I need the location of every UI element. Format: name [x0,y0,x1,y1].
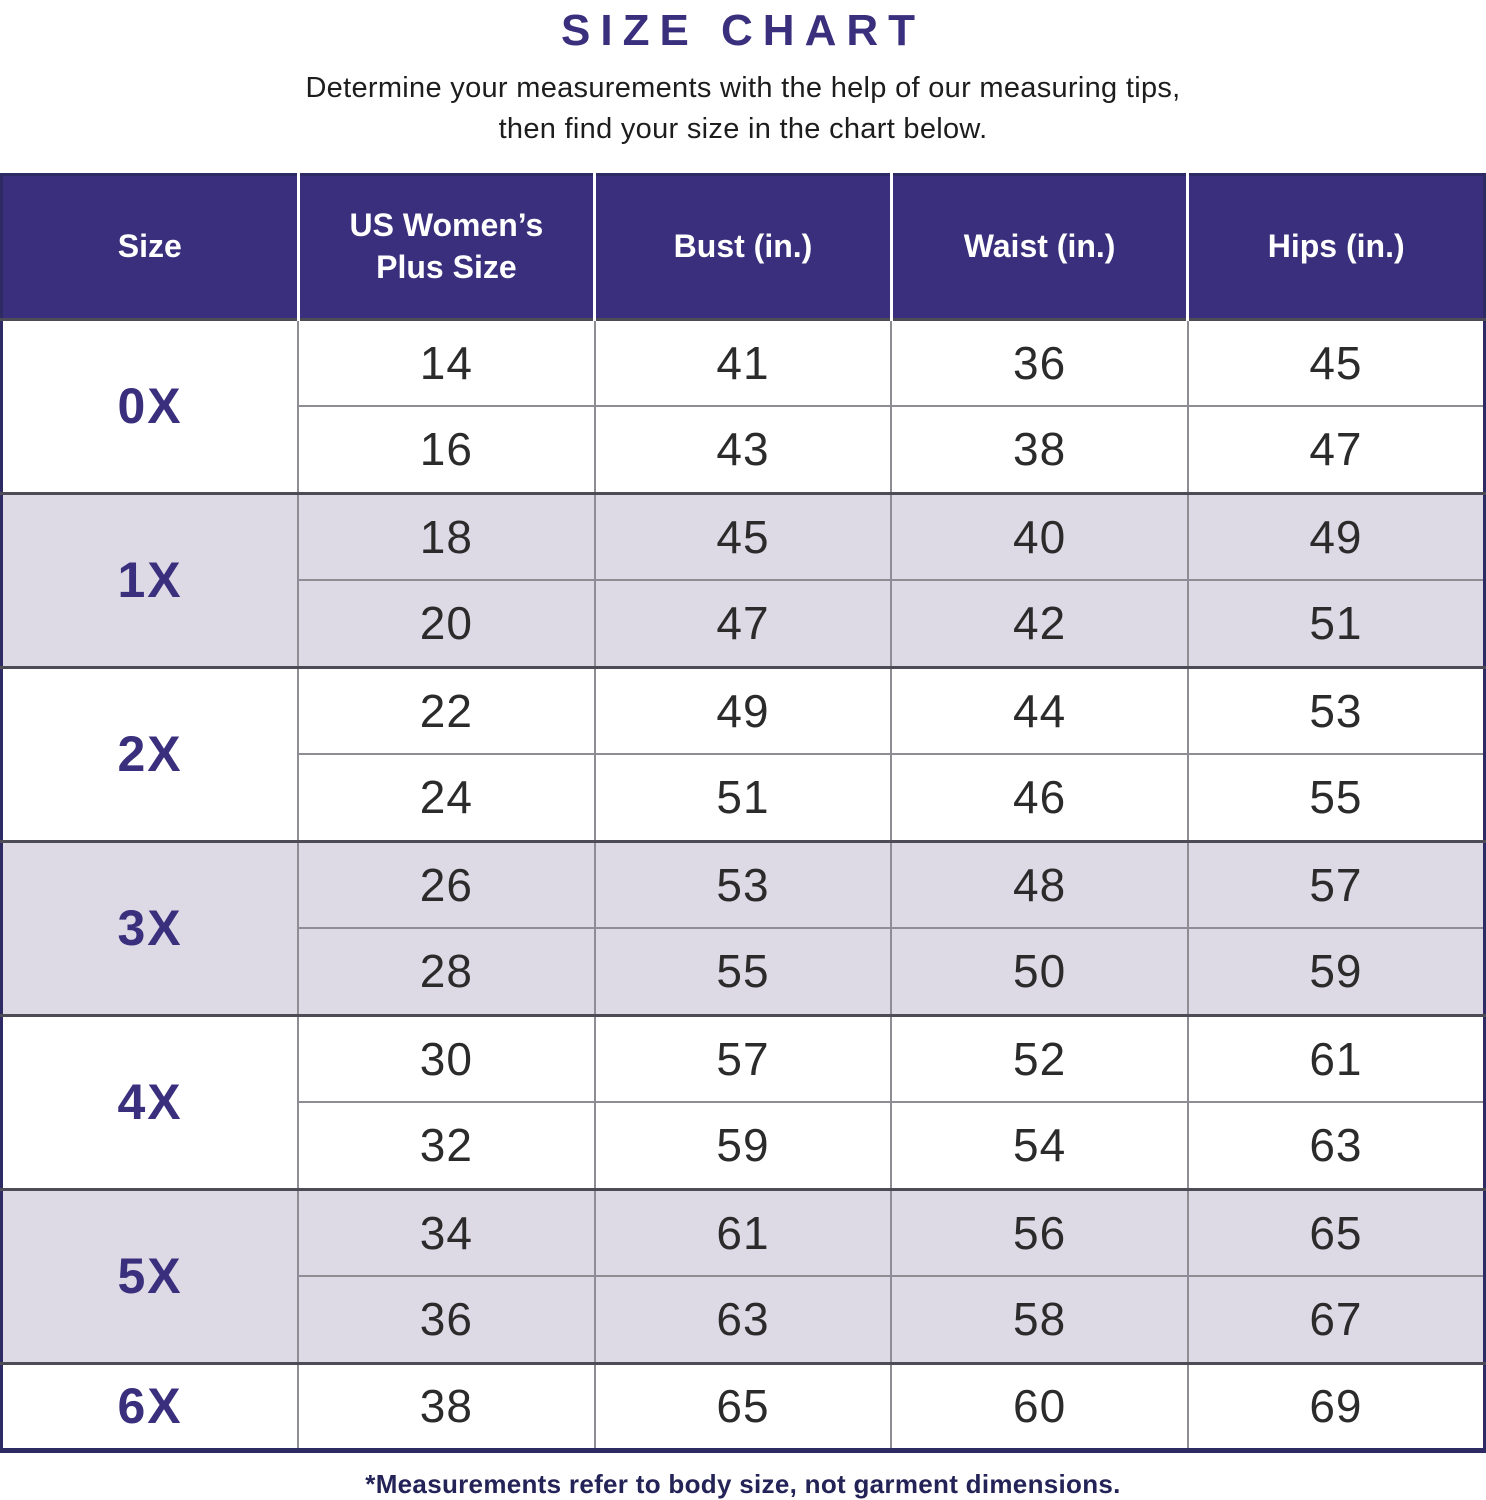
measurement-cell: 40 [890,491,1188,581]
subtitle: Determine your measurements with the hel… [0,68,1486,150]
measurement-cell: 53 [1186,665,1485,755]
measurement-cell: 61 [593,1187,892,1277]
column-header-3: Waist (in.) [889,174,1188,320]
measurement-cell: 49 [593,665,892,755]
table-row: 36 63 58 67 [2,1275,1485,1364]
header-row: Size US Women’s Plus Size Bust (in.) Waist … [1,174,1485,320]
measurement-cell: 59 [593,1101,892,1190]
measurement-cell: 32 [297,1101,595,1190]
subtitle-line-1: Determine your measurements with the hel… [305,72,1181,105]
table-row: 28 55 50 59 [2,927,1485,1016]
table-header: Size US Women’s Plus Size Bust (in.) Waist … [1,174,1485,320]
column-header-4: Hips (in.) [1186,174,1485,320]
measurement-cell: 60 [890,1361,1188,1451]
table-row: 24 51 46 55 [2,753,1485,842]
column-header-1: US Women’s Plus Size [296,174,595,320]
measurement-cell: 61 [1186,1013,1485,1103]
measurement-cell: 56 [890,1187,1188,1277]
measurement-cell: 65 [593,1361,892,1451]
measurement-cell: 57 [1186,839,1485,929]
size-group-label: 2X [1,665,299,842]
measurement-cell: 50 [890,927,1188,1016]
measurement-cell: 65 [1186,1187,1485,1277]
measurement-cell: 59 [1186,927,1485,1016]
measurement-cell: 55 [1186,753,1485,842]
table-row: 2X 22 49 44 53 [1,665,1485,842]
measurement-cell: 36 [890,317,1188,407]
measurement-cell: 43 [593,405,892,494]
table-body: 0X 14 41 36 45 16 43 38 47 1X 18 45 40 49 20 47 42 51 2X 22… [1,317,1485,1451]
measurement-cell: 63 [1186,1101,1485,1190]
measurement-cell: 47 [593,579,892,668]
table-row: 3X 26 53 48 57 [1,839,1485,1016]
measurement-cell: 41 [593,317,892,407]
measurement-cell: 45 [1186,317,1485,407]
size-group-label: 5X [1,1187,299,1364]
size-chart-table: Size US Women’s Plus Size Bust (in.) Waist … [0,172,1486,1453]
measurement-cell: 51 [1186,579,1485,668]
measurement-cell: 22 [297,665,595,755]
measurement-cell: 67 [1186,1275,1485,1364]
measurement-cell: 26 [297,839,595,929]
measurement-cell: 51 [593,753,892,842]
measurement-cell: 63 [593,1275,892,1364]
measurement-cell: 48 [890,839,1188,929]
column-header-2: Bust (in.) [593,174,892,320]
subtitle-line-2: then find your size in the chart below. [498,113,988,146]
measurement-cell: 14 [297,317,595,407]
size-group-label: 1X [1,491,299,668]
measurement-cell: 55 [593,927,892,1016]
table-row: 4X 30 57 52 61 [1,1013,1485,1190]
measurement-cell: 47 [1186,405,1485,494]
measurement-cell: 49 [1186,491,1485,581]
table-row: 6X 38 65 60 69 [1,1361,1485,1451]
measurement-cell: 52 [890,1013,1188,1103]
table-row: 1X 18 45 40 49 [1,491,1485,668]
measurement-cell: 20 [297,579,595,668]
measurement-cell: 57 [593,1013,892,1103]
table-row: 0X 14 41 36 45 [1,317,1485,494]
column-header-0: Size [1,174,299,320]
measurement-cell: 38 [890,405,1188,494]
measurement-cell: 58 [890,1275,1188,1364]
measurement-cell: 38 [297,1361,595,1451]
table-row: 20 47 42 51 [2,579,1485,668]
page-title: SIZE CHART [561,6,925,55]
table-row: 16 43 38 47 [2,405,1485,494]
size-group-label: 3X [1,839,299,1016]
measurement-cell: 24 [297,753,595,842]
table-row: 32 59 54 63 [2,1101,1485,1190]
measurement-cell: 34 [297,1187,595,1277]
measurement-cell: 46 [890,753,1188,842]
measurement-cell: 42 [890,579,1188,668]
measurement-cell: 44 [890,665,1188,755]
measurement-cell: 16 [297,405,595,494]
size-group-label: 0X [1,317,299,494]
size-group-label: 6X [1,1361,299,1451]
measurement-cell: 28 [297,927,595,1016]
measurement-cell: 69 [1186,1361,1485,1451]
footnote: *Measurements refer to body size, not ga… [365,1468,1121,1499]
size-group-label: 4X [1,1013,299,1190]
measurement-cell: 18 [297,491,595,581]
measurement-cell: 36 [297,1275,595,1364]
table-row: 5X 34 61 56 65 [1,1187,1485,1364]
measurement-cell: 54 [890,1101,1188,1190]
measurement-cell: 45 [593,491,892,581]
measurement-cell: 53 [593,839,892,929]
measurement-cell: 30 [297,1013,595,1103]
